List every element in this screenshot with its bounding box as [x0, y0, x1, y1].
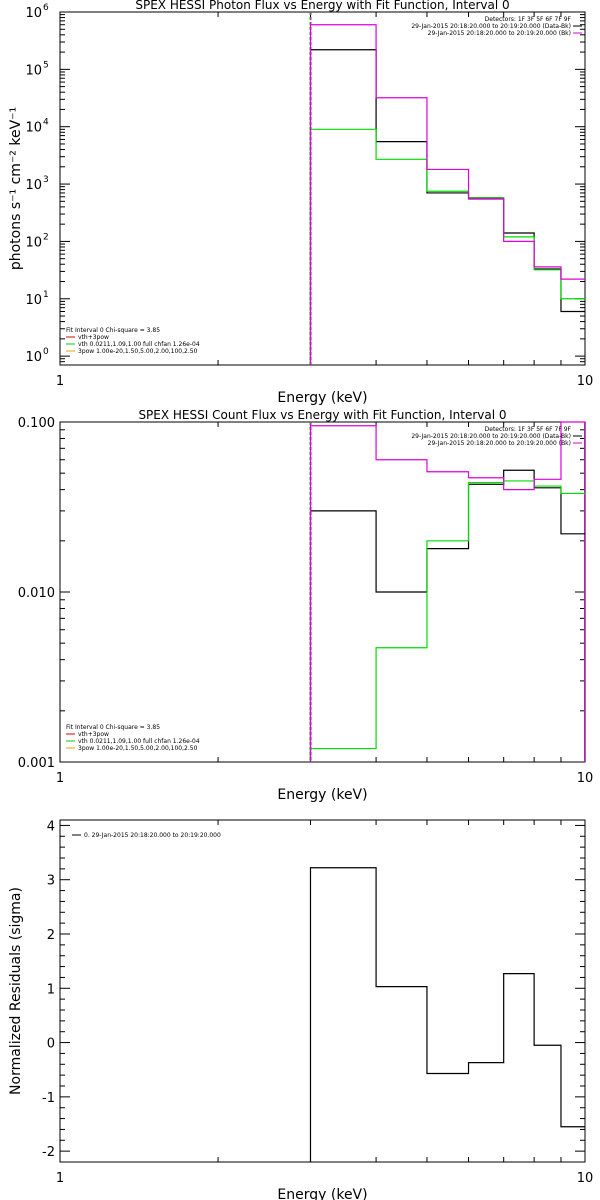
y-tick-base: 10: [25, 235, 42, 250]
x-axis-label: Energy (keV): [277, 390, 367, 406]
x-axis-label: Energy (keV): [277, 1187, 367, 1200]
y-tick-label: -1: [42, 1091, 55, 1106]
y-tick-label: 0.010: [18, 586, 55, 601]
y-tick-label: 0.001: [18, 756, 55, 771]
legend-header: Detectors: 1F 3F 5F 6F 7F 9F: [485, 426, 572, 433]
y-tick-exponent: 2: [43, 232, 49, 242]
y-tick-label: 1: [47, 982, 55, 997]
legend-entry: vth 0.0211,1.09,1.00 full chfan 1.26e-04: [78, 341, 200, 348]
y-tick-label: 2: [47, 928, 55, 943]
x-tick-label: 1: [56, 374, 64, 389]
legend-left: 0. 29-Jan-2015 20:18:20.000 to 20:19:20.…: [72, 832, 221, 839]
series-step-line: [309, 128, 585, 365]
y-tick-label: 102: [25, 232, 48, 250]
y-axis-label: Normalized Residuals (sigma): [8, 887, 24, 1095]
legend-entry: 3pow 1.00e-20,1.50,5.00,2.00,100,2.50: [78, 348, 198, 355]
x-tick-label: 1: [56, 771, 64, 786]
legend-entry: vth 0.0211,1.09,1.00 full chfan 1.26e-04: [78, 738, 200, 745]
y-tick-label: 4: [47, 819, 55, 834]
y-tick-exponent: 1: [43, 290, 49, 300]
y-tick-exponent: 0: [43, 347, 49, 357]
chart-panel-1: SPEX HESSI Photon Flux vs Energy with Fi…: [8, 0, 593, 406]
series-step-line: [309, 24, 585, 365]
legend-header: Fit Interval 0 Chi-square = 3.85: [66, 724, 160, 731]
legend-entry: vth+3pow: [78, 334, 109, 341]
y-axis-label: photons s⁻¹ cm⁻² keV⁻¹: [8, 107, 24, 270]
y-tick-label: 0: [47, 1037, 55, 1052]
y-tick-base: 10: [25, 350, 42, 365]
y-tick-base: 10: [25, 121, 42, 136]
plot-frame: [59, 819, 586, 1163]
series-step-line: [309, 867, 585, 1162]
legend-left: Fit Interval 0 Chi-square = 3.85vth+3pow…: [66, 724, 200, 752]
legend-right: Detectors: 1F 3F 5F 6F 7F 9F29-Jan-2015 …: [411, 16, 582, 37]
chart-panel-2: SPEX HESSI Count Flux vs Energy with Fit…: [18, 408, 593, 803]
y-tick-exponent: 3: [43, 175, 49, 185]
plot-frame: [59, 11, 586, 366]
legend-entry: 29-Jan-2015 20:18:20.000 to 20:19:20.000…: [428, 440, 571, 447]
legend-header: Detectors: 1F 3F 5F 6F 7F 9F: [485, 16, 572, 23]
y-tick-label: 101: [25, 290, 48, 308]
plot-frame: [59, 421, 586, 763]
legend-entry: vth+3pow: [78, 731, 109, 738]
legend-entry: 3pow 1.00e-20,1.50,5.00,2.00,100,2.50: [78, 745, 198, 752]
y-tick-label: 104: [25, 118, 49, 136]
legend-entry: 29-Jan-2015 20:18:20.000 to 20:19:20.000…: [411, 433, 571, 440]
series-step-line: [309, 469, 585, 762]
y-tick-exponent: 5: [43, 60, 49, 70]
x-tick-label: 10: [577, 1171, 594, 1186]
chart-title: SPEX HESSI Count Flux vs Energy with Fit…: [138, 408, 506, 422]
series-step-line: [309, 480, 585, 762]
y-tick-label: 3: [47, 874, 55, 889]
series-step-line: [309, 421, 585, 762]
y-tick-label: -2: [42, 1145, 55, 1160]
y-tick-label: 0.100: [18, 416, 55, 431]
y-tick-label: 100: [25, 347, 49, 365]
x-tick-label: 1: [56, 1171, 64, 1186]
legend-entry: 0. 29-Jan-2015 20:18:20.000 to 20:19:20.…: [84, 832, 221, 839]
legend-entry: 29-Jan-2015 20:18:20.000 to 20:19:20.000…: [411, 23, 571, 30]
legend-entry: 29-Jan-2015 20:18:20.000 to 20:19:20.000…: [428, 30, 571, 37]
y-tick-base: 10: [25, 6, 42, 21]
y-tick-label: 106: [25, 3, 49, 21]
y-tick-base: 10: [25, 293, 42, 308]
x-tick-label: 10: [577, 771, 594, 786]
y-tick-exponent: 4: [43, 118, 49, 128]
y-tick-label: 105: [25, 60, 48, 78]
y-tick-base: 10: [25, 63, 42, 78]
x-tick-label: 10: [577, 374, 594, 389]
legend-right: Detectors: 1F 3F 5F 6F 7F 9F29-Jan-2015 …: [411, 426, 582, 447]
y-tick-label: 103: [25, 175, 48, 193]
chart-panel-3: 1 10 -2 -1 0 1 2 3 4 Energy (keV) Normalized Resid…: [8, 819, 593, 1200]
series-step-line: [309, 49, 585, 365]
chart-title: SPEX HESSI Photon Flux vs Energy with Fi…: [135, 0, 509, 12]
y-tick-base: 10: [25, 178, 42, 193]
legend-left: Fit Interval 0 Chi-square = 3.85vth+3pow…: [66, 327, 200, 355]
x-axis-label: Energy (keV): [277, 787, 367, 803]
legend-header: Fit Interval 0 Chi-square = 3.85: [66, 327, 160, 334]
y-tick-exponent: 6: [43, 3, 49, 13]
